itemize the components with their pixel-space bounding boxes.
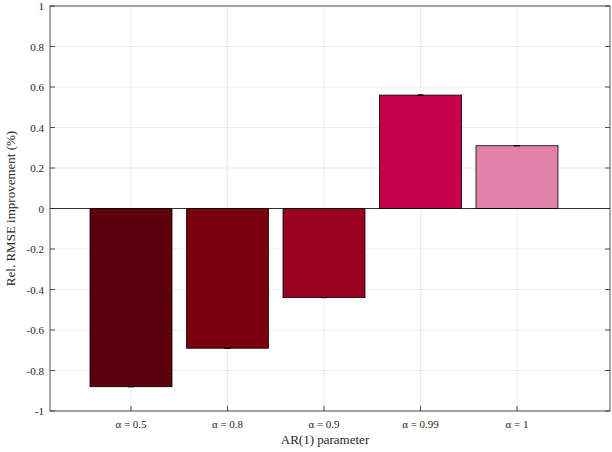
y-tick-label: -0.2: [27, 243, 44, 255]
y-tick-label: 0.2: [30, 162, 44, 174]
y-tick: [50, 46, 55, 47]
x-axis-label: AR(1) parameter: [281, 432, 370, 447]
y-tick-label: -0.8: [27, 365, 45, 377]
error-cap: [225, 348, 231, 349]
error-bar: [225, 348, 231, 349]
error-bar: [321, 297, 327, 298]
y-tick: [605, 289, 610, 290]
grid: [50, 6, 610, 411]
y-tick: [605, 411, 610, 412]
error-bar: [514, 145, 520, 146]
y-tick: [605, 6, 610, 7]
y-tick: [605, 208, 610, 209]
error-bar: [418, 95, 424, 96]
y-tick: [50, 127, 55, 128]
y-tick-label: -1: [35, 405, 44, 417]
y-tick-label: -0.4: [27, 284, 45, 296]
bar: [476, 146, 558, 209]
y-tick-label: 1: [39, 0, 45, 12]
y-tick: [605, 330, 610, 331]
y-tick-label: 0.8: [30, 41, 44, 53]
y-axis: -1 -0.8 -0.6 -0.4 -0.2 0 0.2 0.4 0.6 0.8 1: [27, 0, 610, 417]
error-cap: [128, 386, 134, 387]
y-tick-label: -0.6: [27, 324, 45, 336]
error-cap: [418, 95, 424, 96]
y-tick: [50, 87, 55, 88]
x-axis: α = 0.5 α = 0.8 α = 0.9 α = 0.99 α = 1: [115, 406, 528, 430]
error-cap: [321, 297, 327, 298]
grid-line: [50, 46, 610, 47]
x-tick: [324, 406, 325, 411]
x-tick: [227, 406, 228, 411]
y-tick: [50, 411, 55, 412]
y-tick: [50, 249, 55, 250]
y-tick: [605, 127, 610, 128]
bar: [380, 95, 462, 208]
x-tick-label: α = 0.99: [402, 418, 439, 430]
grid-line: [50, 87, 610, 88]
y-tick: [605, 370, 610, 371]
y-tick-label: 0.6: [30, 81, 44, 93]
x-tick: [131, 406, 132, 411]
y-tick: [605, 46, 610, 47]
y-tick: [50, 208, 55, 209]
x-tick-label: α = 0.5: [115, 418, 147, 430]
error-bar: [128, 386, 134, 387]
y-tick: [50, 330, 55, 331]
y-tick-label: 0: [39, 203, 45, 215]
y-tick: [50, 6, 55, 7]
y-tick: [50, 370, 55, 371]
y-tick: [605, 87, 610, 88]
y-tick-label: 0.4: [30, 122, 44, 134]
x-tick: [517, 406, 518, 411]
error-cap: [128, 386, 134, 387]
x-tick-label: α = 0.8: [212, 418, 244, 430]
y-tick: [605, 168, 610, 169]
bar: [90, 209, 172, 387]
error-cap: [514, 145, 520, 146]
plot-background: [50, 6, 610, 411]
x-tick-label: α = 1: [506, 418, 529, 430]
error-cap: [418, 95, 424, 96]
grid-line: [50, 208, 610, 209]
y-tick: [50, 168, 55, 169]
x-tick: [420, 406, 421, 411]
y-axis-label: Rel. RMSE improvement (%): [3, 131, 18, 286]
y-tick: [50, 289, 55, 290]
bars: [50, 95, 610, 387]
axes-frame: [50, 6, 610, 411]
chart-container: -1-0.8-0.6-0.4-0.200.20.40.60.81α = 0.5α…: [0, 0, 612, 452]
bar: [283, 209, 365, 298]
error-cap: [321, 297, 327, 298]
y-tick: [605, 249, 610, 250]
error-cap: [225, 348, 231, 349]
bar: [187, 209, 269, 349]
x-tick-label: α = 0.9: [308, 418, 340, 430]
baseline: [50, 208, 610, 209]
error-cap: [514, 145, 520, 146]
chart-svg: -1-0.8-0.6-0.4-0.200.20.40.60.81α = 0.5α…: [0, 0, 612, 452]
grid-line: [50, 127, 610, 128]
